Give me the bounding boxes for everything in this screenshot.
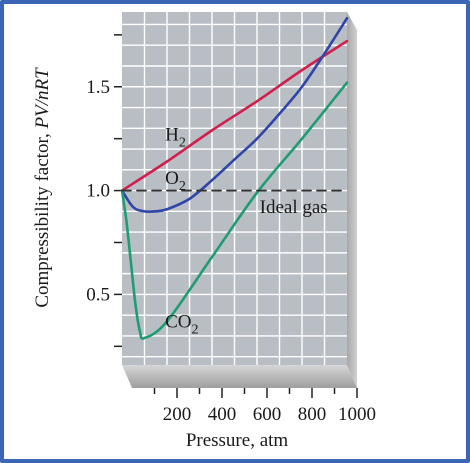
series-line-h2 bbox=[120, 39, 349, 192]
labels-group: H2 O2 Ideal gas CO2 bbox=[165, 125, 328, 338]
series-line-o2 bbox=[120, 16, 349, 214]
y-axis-title-italic: PV/nRT bbox=[32, 67, 53, 130]
series-line-co2 bbox=[120, 81, 349, 340]
curve-label: CO2 bbox=[165, 311, 198, 337]
series-group bbox=[120, 16, 349, 340]
plot-side-wall bbox=[347, 12, 357, 388]
axes: 0.5 1.0 1.5 200 400 600 800 1000 bbox=[86, 34, 376, 425]
curve-label: Ideal gas bbox=[260, 197, 328, 218]
x-tick-label: 800 bbox=[298, 404, 327, 425]
y-tick-label: 1.5 bbox=[86, 77, 110, 98]
y-axis-title: Compressibility factor, PV/nRT bbox=[32, 67, 53, 308]
curve-label: O2 bbox=[165, 168, 186, 194]
x-axis-title: Pressure, atm bbox=[186, 430, 289, 451]
y-tick-label: 0.5 bbox=[86, 284, 110, 305]
y-tick-label: 1.0 bbox=[86, 181, 110, 202]
curve-label: H2 bbox=[165, 125, 186, 151]
plot-floor bbox=[122, 365, 357, 388]
x-tick-label: 200 bbox=[163, 404, 192, 425]
y-axis-title-main: Compressibility factor, bbox=[32, 128, 53, 307]
x-tick-label: 400 bbox=[208, 404, 237, 425]
x-tick-label: 1000 bbox=[338, 404, 376, 425]
x-tick-label: 600 bbox=[253, 404, 282, 425]
